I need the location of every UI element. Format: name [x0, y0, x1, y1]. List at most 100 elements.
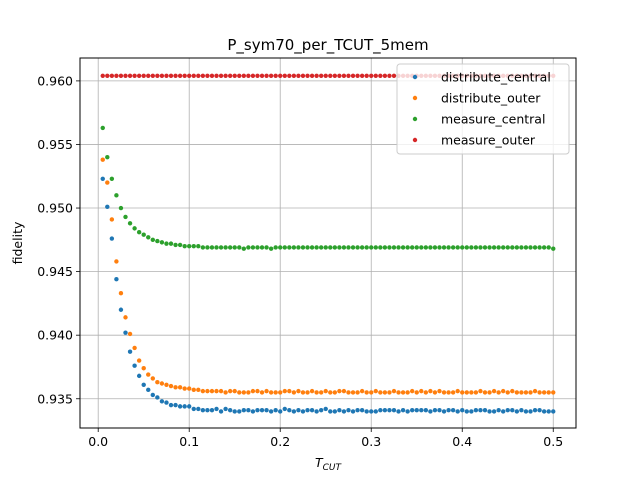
data-point — [114, 193, 119, 198]
data-point — [323, 245, 328, 250]
x-tick-label: 0.5 — [543, 434, 563, 449]
data-point — [500, 388, 506, 394]
data-point — [278, 245, 283, 250]
data-point — [159, 73, 165, 79]
data-point — [255, 73, 260, 79]
data-point — [455, 245, 460, 250]
data-point — [177, 404, 183, 409]
legend-box — [396, 63, 570, 155]
data-point — [300, 409, 306, 414]
data-point — [168, 383, 174, 389]
data-point — [273, 73, 278, 79]
data-point — [473, 245, 479, 250]
data-point — [300, 73, 306, 79]
data-point — [200, 73, 206, 79]
data-point — [200, 388, 206, 394]
data-point — [441, 390, 447, 395]
data-point — [196, 387, 201, 393]
data-point — [519, 407, 524, 413]
data-point — [464, 245, 469, 250]
data-point — [541, 409, 547, 414]
data-point — [391, 73, 397, 79]
data-point — [268, 409, 274, 414]
data-point — [209, 407, 215, 413]
data-point — [460, 390, 465, 395]
data-point — [332, 409, 338, 414]
data-point — [551, 390, 556, 395]
data-point — [364, 245, 369, 250]
x-axis-label: TCUT — [315, 455, 343, 473]
data-point — [414, 245, 419, 250]
data-point — [136, 373, 142, 379]
data-point — [505, 245, 510, 250]
data-point — [182, 73, 187, 79]
data-point — [332, 390, 338, 395]
data-point — [405, 245, 410, 250]
data-point — [100, 157, 105, 162]
data-point — [496, 407, 501, 413]
chart-title: P_sym70_per_TCUT_5mem — [227, 36, 428, 55]
y-tick-label: 0.940 — [37, 328, 73, 343]
data-point — [237, 409, 242, 414]
data-point — [200, 407, 206, 413]
legend-marker — [412, 74, 418, 80]
data-point — [528, 409, 533, 414]
data-point — [328, 409, 333, 414]
data-points — [100, 73, 556, 414]
data-point — [350, 390, 356, 395]
series-distribute-outer — [100, 157, 556, 395]
data-point — [551, 409, 556, 414]
data-point — [305, 407, 310, 413]
data-point — [136, 73, 142, 79]
data-point — [123, 315, 128, 320]
data-point — [136, 229, 142, 235]
data-point — [364, 409, 369, 414]
data-point — [309, 245, 315, 250]
data-point — [187, 243, 192, 249]
data-point — [127, 349, 133, 354]
data-point — [537, 390, 542, 395]
data-point — [391, 407, 397, 413]
data-point — [150, 376, 156, 381]
data-point — [205, 388, 210, 394]
data-point — [328, 390, 333, 395]
data-point — [132, 345, 137, 351]
data-point — [205, 245, 210, 250]
data-point — [205, 73, 210, 79]
data-point — [505, 407, 510, 413]
data-point — [305, 245, 310, 250]
data-point — [364, 73, 369, 79]
data-point — [450, 390, 456, 395]
data-point — [268, 246, 274, 251]
data-point — [227, 245, 233, 250]
data-point — [391, 245, 397, 250]
data-point — [441, 245, 447, 250]
data-point — [314, 245, 319, 250]
y-tick-label: 0.955 — [37, 137, 73, 152]
legend-marker — [412, 116, 418, 122]
data-point — [114, 73, 119, 79]
data-point — [123, 330, 128, 335]
data-point — [237, 73, 242, 79]
data-point — [237, 245, 242, 250]
data-point — [382, 407, 388, 413]
data-point — [259, 245, 265, 250]
data-point — [487, 409, 492, 414]
data-point — [341, 388, 347, 394]
data-point — [278, 73, 283, 79]
data-point — [532, 407, 538, 413]
data-point — [223, 73, 228, 79]
data-point — [105, 204, 110, 209]
data-point — [264, 73, 269, 79]
data-point — [478, 407, 483, 413]
data-point — [209, 245, 215, 250]
data-point — [437, 388, 442, 394]
x-tick-label: 0.4 — [452, 434, 472, 449]
data-point — [109, 73, 115, 79]
data-point — [287, 388, 292, 394]
data-point — [355, 390, 360, 395]
data-point — [146, 73, 151, 79]
data-point — [514, 390, 520, 395]
data-point — [373, 245, 378, 250]
data-point — [496, 390, 501, 395]
